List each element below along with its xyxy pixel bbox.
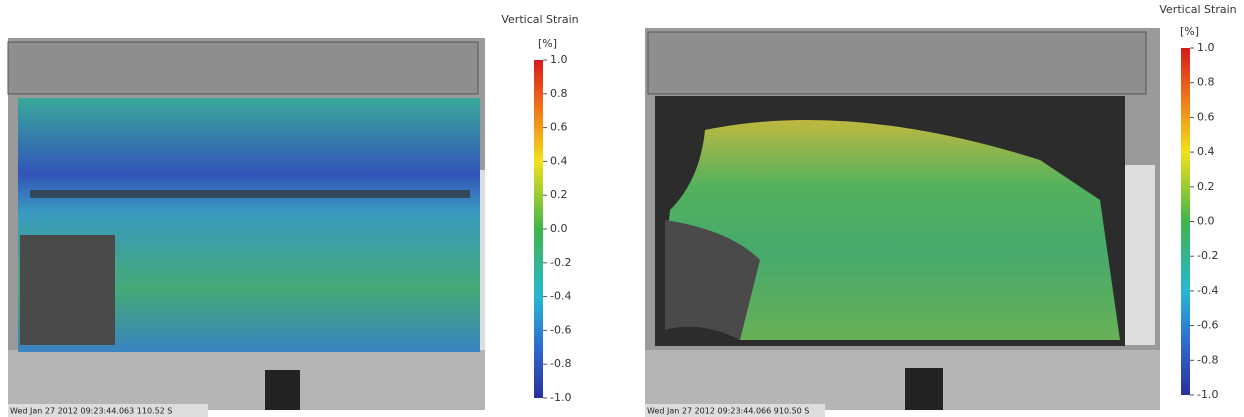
colorbar-title: Vertical Strain: [501, 13, 578, 26]
colorbar-tick-label: 0.0: [550, 222, 568, 235]
colorbar-tick-label: -1.0: [550, 391, 571, 404]
colorbar: [534, 60, 543, 398]
colorbar-tick-label: -0.4: [550, 290, 571, 303]
colorbar-unit: [%]: [1180, 25, 1199, 38]
colorbar-tick-label: -1.0: [1197, 388, 1218, 401]
colorbar-tick-label: 0.8: [1197, 76, 1215, 89]
colorbar-tick-label: 0.6: [1197, 110, 1215, 123]
timestamp: Wed Jan 27 2012 09:23:44.063 110.52 S: [10, 407, 172, 416]
colorbar-tick-label: 0.2: [1197, 180, 1215, 193]
colorbar-tick-label: 0.2: [550, 188, 568, 201]
colorbar-tick-label: -0.8: [1197, 353, 1218, 366]
timestamp-box: [645, 404, 825, 417]
colorbar-tick-label: 0.4: [550, 154, 568, 167]
colorbar-tick-label: -0.6: [550, 323, 571, 336]
timestamp: Wed Jan 27 2012 09:23:44.066 910.50 S: [647, 407, 809, 416]
colorbar-tick-label: 1.0: [1197, 41, 1215, 54]
colorbar-tick-label: -0.2: [550, 256, 571, 269]
photo-right: [645, 28, 1160, 410]
colorbar-unit: [%]: [538, 37, 557, 50]
colorbar-tick-label: 0.0: [1197, 215, 1215, 228]
colorbar-tick-label: 0.8: [550, 87, 568, 100]
colorbar-tick-label: -0.8: [550, 357, 571, 370]
colorbar-tick-label: 1.0: [550, 53, 568, 66]
colorbar-tick-label: -0.6: [1197, 319, 1218, 332]
colorbar-title: Vertical Strain: [1159, 3, 1236, 16]
colorbar-tick-label: 0.6: [550, 121, 568, 134]
colorbar-tick-label: -0.4: [1197, 284, 1218, 297]
colorbar: [1181, 48, 1190, 395]
photo-left: [7, 38, 485, 410]
colorbar-tick-label: 0.4: [1197, 145, 1215, 158]
colorbar-tick-label: -0.2: [1197, 249, 1218, 262]
timestamp-box: [8, 404, 208, 417]
